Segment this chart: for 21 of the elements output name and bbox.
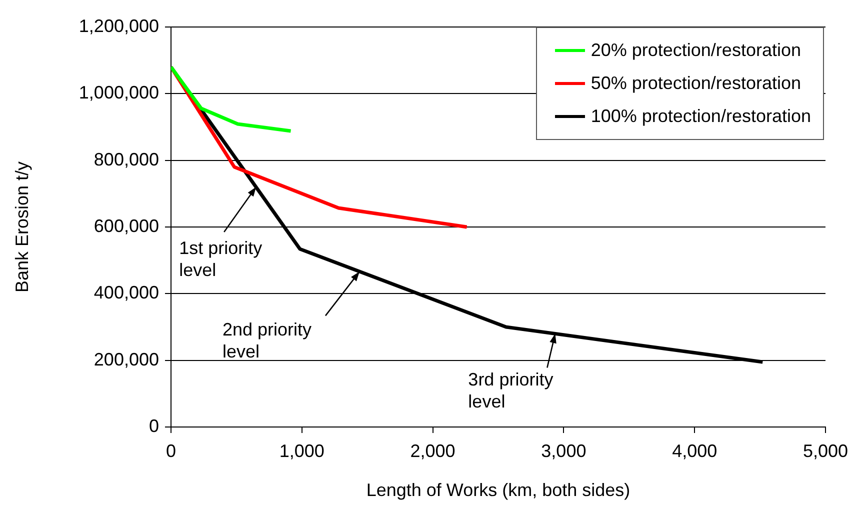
y-tick-label: 0 — [148, 416, 159, 436]
y-tick-label: 800,000 — [94, 149, 159, 170]
annotation: 2nd priority level — [222, 320, 312, 362]
y-tick-label: 600,000 — [94, 216, 159, 236]
y-tick-label: 1,000,000 — [78, 82, 159, 103]
x-tick-label: 2,000 — [410, 440, 456, 461]
x-tick-label: 0 — [166, 440, 176, 461]
x-tick-label: 1,000 — [279, 440, 324, 461]
y-tick-label: 1,200,000 — [78, 16, 159, 36]
legend-label: 50% protection/restoration — [590, 73, 801, 94]
y-axis-title: Bank Erosion t/y — [12, 161, 32, 293]
legend-label: 100% protection/restoration — [590, 106, 811, 127]
legend-label: 20% protection/restoration — [590, 40, 801, 61]
x-tick-label: 4,000 — [672, 440, 718, 461]
annotation: 1st priority level — [179, 238, 262, 280]
x-tick-label: 5,000 — [802, 440, 848, 461]
annotation: 3rd priority level — [468, 370, 554, 412]
x-tick-label: 3,000 — [541, 440, 586, 461]
x-axis-title: Length of Works (km, both sides) — [366, 480, 630, 500]
y-tick-label: 200,000 — [94, 349, 159, 370]
y-tick-label: 400,000 — [94, 282, 159, 303]
